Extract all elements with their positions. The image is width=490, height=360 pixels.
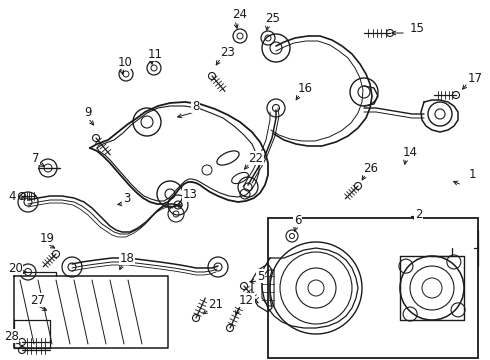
Text: 26: 26: [363, 162, 378, 175]
Text: 6: 6: [294, 213, 301, 226]
Text: 22: 22: [248, 152, 263, 165]
Bar: [268, 218, 478, 358]
Text: 8: 8: [192, 99, 199, 112]
Text: 17: 17: [468, 72, 483, 85]
Text: 18: 18: [120, 252, 135, 265]
Text: 21: 21: [208, 297, 223, 310]
Text: 5: 5: [257, 270, 265, 283]
Text: 27: 27: [30, 293, 45, 306]
Text: 10: 10: [118, 55, 133, 68]
Text: 25: 25: [265, 12, 280, 24]
Text: 9: 9: [84, 107, 92, 120]
Text: 13: 13: [183, 189, 198, 202]
Text: 23: 23: [220, 45, 235, 58]
Text: 15: 15: [410, 22, 425, 35]
Text: 16: 16: [298, 81, 313, 94]
Text: 7: 7: [32, 152, 40, 165]
Text: 12: 12: [239, 293, 254, 306]
Text: 28: 28: [4, 329, 19, 342]
Text: 11: 11: [148, 48, 163, 60]
Text: 19: 19: [40, 231, 55, 244]
Text: 3: 3: [123, 192, 130, 204]
Text: 4: 4: [8, 189, 16, 202]
Text: 24: 24: [232, 8, 247, 21]
Text: 2: 2: [415, 208, 422, 221]
Text: 20: 20: [8, 261, 23, 274]
Text: 14: 14: [403, 145, 418, 158]
Text: 1: 1: [468, 168, 476, 181]
